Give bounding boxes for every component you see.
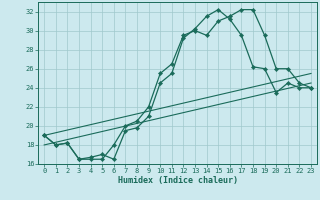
X-axis label: Humidex (Indice chaleur): Humidex (Indice chaleur) <box>118 176 238 185</box>
